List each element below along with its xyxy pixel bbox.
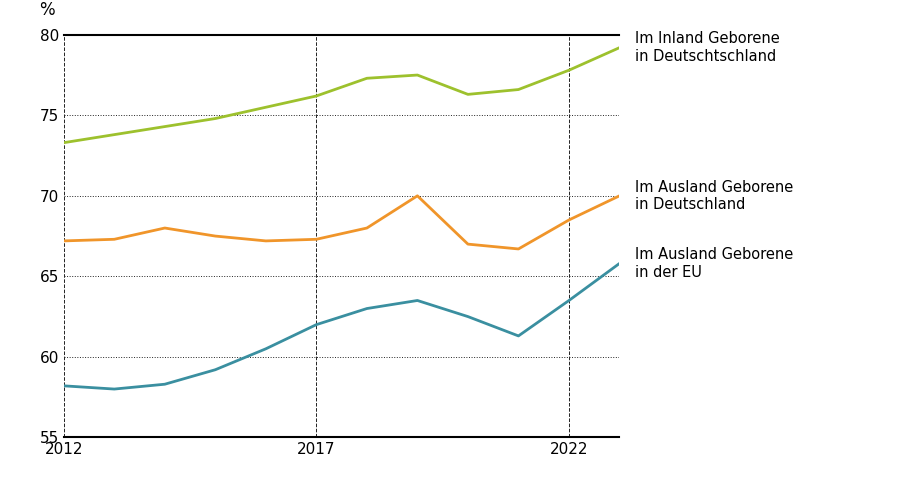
Text: %: % (39, 0, 55, 19)
Text: Im Ausland Geborene
in der EU: Im Ausland Geborene in der EU (635, 247, 793, 280)
Text: Im Ausland Geborene
in Deutschland: Im Ausland Geborene in Deutschland (635, 179, 793, 212)
Text: Im Inland Geborene
in Deutschtschland: Im Inland Geborene in Deutschtschland (635, 31, 780, 64)
